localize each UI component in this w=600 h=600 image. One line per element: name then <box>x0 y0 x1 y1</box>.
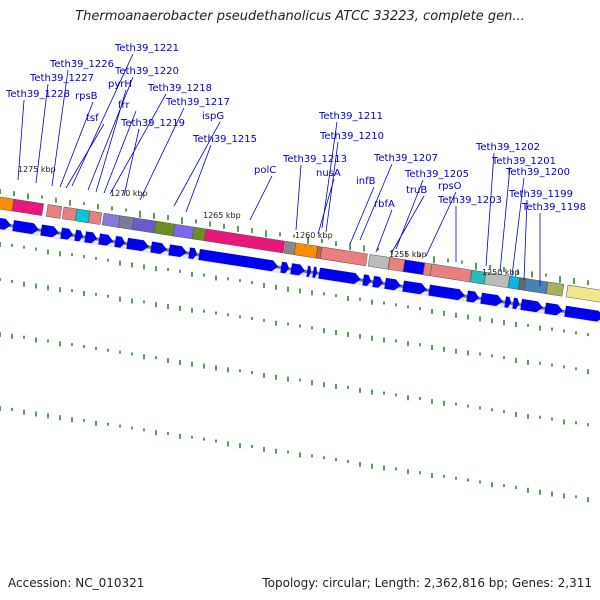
cog-box <box>12 199 43 215</box>
gene-label: tsf <box>86 113 99 124</box>
cog-box <box>46 204 62 218</box>
gene-label: rpsB <box>75 91 98 102</box>
cog-box <box>0 197 14 211</box>
cog-box <box>566 285 600 303</box>
gene-label: frr <box>118 100 130 111</box>
label-leader <box>186 145 211 212</box>
label-leader <box>376 210 392 252</box>
scale-tick-label: 1250 kbp <box>482 268 520 277</box>
cog-box <box>546 282 564 296</box>
gene-label: pyrH <box>108 79 132 90</box>
cog-box <box>430 264 471 282</box>
gene-label: Teth39_1210 <box>319 131 384 142</box>
gene-label: Teth39_1220 <box>114 66 179 77</box>
scale-tick-label: 1260 kbp <box>295 231 333 240</box>
gene-label: Teth39_1221 <box>114 43 179 54</box>
gene-label: Teth39_1205 <box>404 169 469 180</box>
cog-box <box>62 207 77 221</box>
gene-label: Teth39_1219 <box>120 118 185 129</box>
label-leader <box>486 153 494 266</box>
gene-label: Teth39_1199 <box>508 189 573 200</box>
gene-label: Teth39_1211 <box>318 111 383 122</box>
label-leader <box>318 179 334 234</box>
cog-box <box>524 279 548 294</box>
gene-label: Teth39_1207 <box>373 153 438 164</box>
scale-tick-label: 1275 kbp <box>18 165 56 174</box>
cog-box <box>88 211 102 225</box>
label-leader <box>392 196 424 252</box>
cog-box <box>320 247 367 266</box>
gene-label: Teth39_1218 <box>147 83 212 94</box>
gene-label: Teth39_1198 <box>521 202 586 213</box>
cog-box <box>388 257 405 271</box>
cog-box <box>204 229 285 253</box>
gene-label: Teth39_1201 <box>491 156 556 167</box>
cog-box <box>102 213 120 227</box>
cog-box <box>118 216 134 230</box>
gene-label: Teth39_1227 <box>29 73 94 84</box>
label-leader <box>296 165 301 230</box>
gene-label: polC <box>254 165 276 176</box>
gene-label: Teth39_1203 <box>437 195 502 206</box>
gene-label: nusA <box>316 168 341 179</box>
scale-tick-label: 1255 kbp <box>389 250 427 259</box>
cog-box <box>368 254 390 269</box>
cog-box <box>294 243 318 258</box>
gene-label: Teth39_1215 <box>192 134 257 145</box>
cog-box <box>403 260 425 275</box>
gene-label: rpsO <box>438 181 462 192</box>
gene-label: ispG <box>202 111 224 122</box>
cog-box <box>508 276 520 289</box>
cog-box <box>173 224 194 239</box>
cog-box <box>192 227 206 241</box>
cog-box <box>75 209 90 223</box>
scale-tick-label: 1270 kbp <box>110 189 148 198</box>
genome-summary: Topology: circular; Length: 2,362,816 bp… <box>262 576 592 590</box>
label-leader <box>124 129 139 196</box>
gene-label: Teth39_1200 <box>505 167 570 178</box>
gene-label: Teth39_1226 <box>49 59 114 70</box>
gene-label: truB <box>406 185 427 196</box>
label-leader <box>52 70 68 186</box>
gene-label: Teth39_1202 <box>475 142 540 153</box>
genome-map: 1275 kbp 1270 kbp 1265 kbp 1260 kbp 1255 kbp… <box>0 0 600 600</box>
gene-arrow <box>198 249 279 272</box>
cog-box <box>284 241 296 254</box>
accession-label: Accession: NC_010321 <box>8 576 144 590</box>
label-leader <box>500 167 510 272</box>
gene-label: Teth39_1213 <box>282 154 347 165</box>
gene-label: Teth39_1228 <box>5 89 70 100</box>
cog-box <box>132 218 156 233</box>
cog-box <box>154 221 175 236</box>
gene-label: Teth39_1217 <box>165 97 230 108</box>
label-leader <box>250 176 272 220</box>
gene-label: rbfA <box>374 199 395 210</box>
gene-label: infB <box>356 176 376 187</box>
scale-tick-label: 1265 kbp <box>203 211 241 220</box>
